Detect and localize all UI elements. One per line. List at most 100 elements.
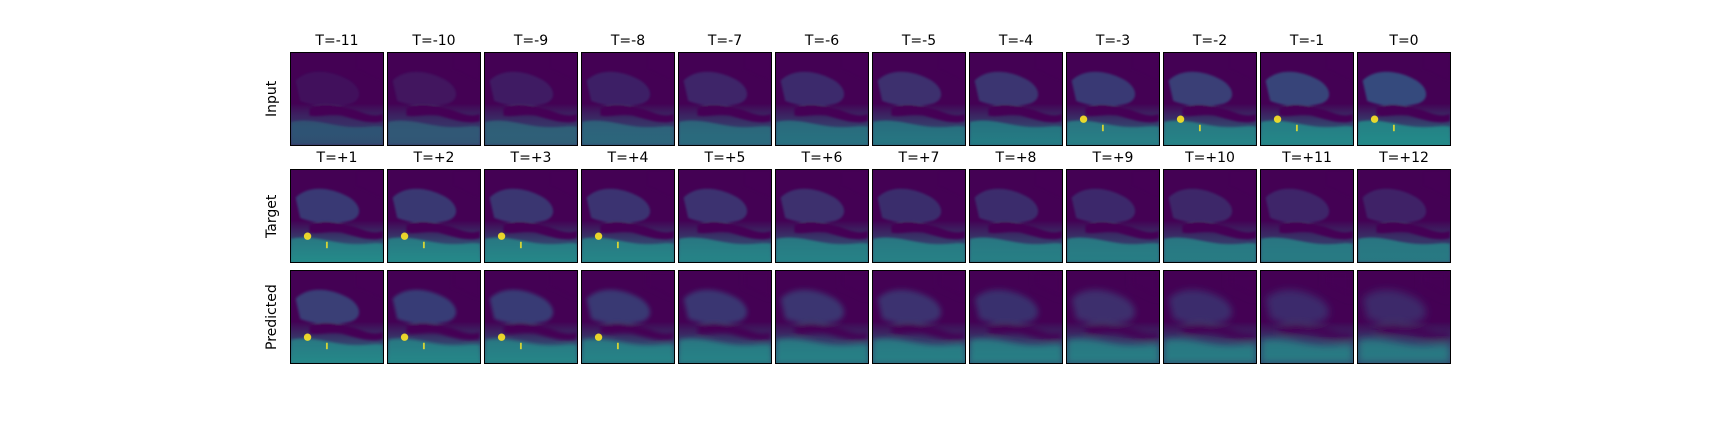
panel-title: T=-5 — [901, 33, 937, 49]
heatmap-image — [970, 53, 1062, 145]
panel-title: T=-8 — [610, 33, 646, 49]
heatmap-image — [388, 271, 480, 363]
heatmap-image — [1261, 53, 1353, 145]
heatmap-panel — [1066, 169, 1160, 263]
row-label: Input — [264, 80, 280, 117]
panel-title: T=+5 — [704, 150, 746, 166]
heatmap-image — [679, 271, 771, 363]
heatmap-image — [291, 53, 383, 145]
heatmap-panel — [1163, 270, 1257, 364]
heatmap-panel — [290, 169, 384, 263]
heatmap-image — [388, 170, 480, 262]
heatmap-image — [291, 170, 383, 262]
panel-title: T=-11 — [315, 33, 359, 49]
panel-title: T=+12 — [1379, 150, 1429, 166]
heatmap-image — [388, 53, 480, 145]
heatmap-panel — [387, 270, 481, 364]
heatmap-panel — [678, 52, 772, 146]
heatmap-panel — [1163, 52, 1257, 146]
heatmap-panel — [1260, 52, 1354, 146]
heatmap-panel — [1260, 270, 1354, 364]
heatmap-image — [970, 271, 1062, 363]
heatmap-panel — [484, 270, 578, 364]
heatmap-image — [679, 170, 771, 262]
heatmap-panel — [1357, 52, 1451, 146]
heatmap-panel — [872, 52, 966, 146]
panel-title: T=0 — [1389, 33, 1419, 49]
heatmap-panel — [1357, 169, 1451, 263]
heatmap-panel — [581, 52, 675, 146]
heatmap-panel — [969, 270, 1063, 364]
heatmap-image — [291, 271, 383, 363]
heatmap-image — [776, 53, 868, 145]
panel-title: T=-10 — [412, 33, 456, 49]
panel-title: T=-2 — [1192, 33, 1228, 49]
heatmap-panel — [581, 270, 675, 364]
heatmap-panel — [484, 52, 578, 146]
panel-title: T=-7 — [707, 33, 743, 49]
heatmap-panel — [872, 270, 966, 364]
heatmap-image — [1261, 271, 1353, 363]
heatmap-image — [582, 271, 674, 363]
heatmap-image — [1164, 271, 1256, 363]
heatmap-image — [776, 170, 868, 262]
heatmap-panel — [1066, 52, 1160, 146]
heatmap-image — [1164, 170, 1256, 262]
heatmap-image — [582, 170, 674, 262]
heatmap-image — [1358, 271, 1450, 363]
panel-title: T=+10 — [1185, 150, 1235, 166]
heatmap-panel — [872, 169, 966, 263]
heatmap-image — [1067, 170, 1159, 262]
panel-title: T=+6 — [801, 150, 843, 166]
panel-title: T=+2 — [413, 150, 455, 166]
panel-title: T=-6 — [804, 33, 840, 49]
panel-title: T=+4 — [607, 150, 649, 166]
heatmap-panel — [290, 52, 384, 146]
heatmap-panel — [678, 169, 772, 263]
heatmap-panel — [290, 270, 384, 364]
heatmap-image — [1358, 53, 1450, 145]
heatmap-image — [1067, 53, 1159, 145]
heatmap-image — [970, 170, 1062, 262]
panel-title: T=+1 — [316, 150, 358, 166]
heatmap-panel — [1357, 270, 1451, 364]
heatmap-panel — [775, 270, 869, 364]
heatmap-image — [485, 53, 577, 145]
heatmap-image — [1358, 170, 1450, 262]
row-label: Predicted — [264, 284, 280, 350]
heatmap-image — [873, 53, 965, 145]
heatmap-image — [1164, 53, 1256, 145]
panel-title: T=-4 — [998, 33, 1034, 49]
panel-title: T=+8 — [995, 150, 1037, 166]
heatmap-panel — [1163, 169, 1257, 263]
heatmap-panel — [1260, 169, 1354, 263]
panel-title: T=+3 — [510, 150, 552, 166]
heatmap-panel — [387, 52, 481, 146]
heatmap-image — [776, 271, 868, 363]
heatmap-image — [873, 170, 965, 262]
heatmap-panel — [969, 169, 1063, 263]
heatmap-panel — [775, 52, 869, 146]
heatmap-image — [1067, 271, 1159, 363]
heatmap-panel — [775, 169, 869, 263]
heatmap-image — [582, 53, 674, 145]
heatmap-image — [679, 53, 771, 145]
heatmap-image — [1261, 170, 1353, 262]
panel-title: T=+7 — [898, 150, 940, 166]
heatmap-panel — [581, 169, 675, 263]
heatmap-panel — [678, 270, 772, 364]
row-label: Target — [264, 194, 280, 238]
heatmap-panel — [1066, 270, 1160, 364]
heatmap-panel — [969, 52, 1063, 146]
heatmap-image — [485, 271, 577, 363]
panel-title: T=+9 — [1092, 150, 1134, 166]
heatmap-image — [485, 170, 577, 262]
heatmap-image — [873, 271, 965, 363]
heatmap-panel — [387, 169, 481, 263]
panel-title: T=-3 — [1095, 33, 1131, 49]
heatmap-panel — [484, 169, 578, 263]
panel-title: T=-1 — [1289, 33, 1325, 49]
panel-title: T=-9 — [513, 33, 549, 49]
panel-title: T=+11 — [1282, 150, 1332, 166]
